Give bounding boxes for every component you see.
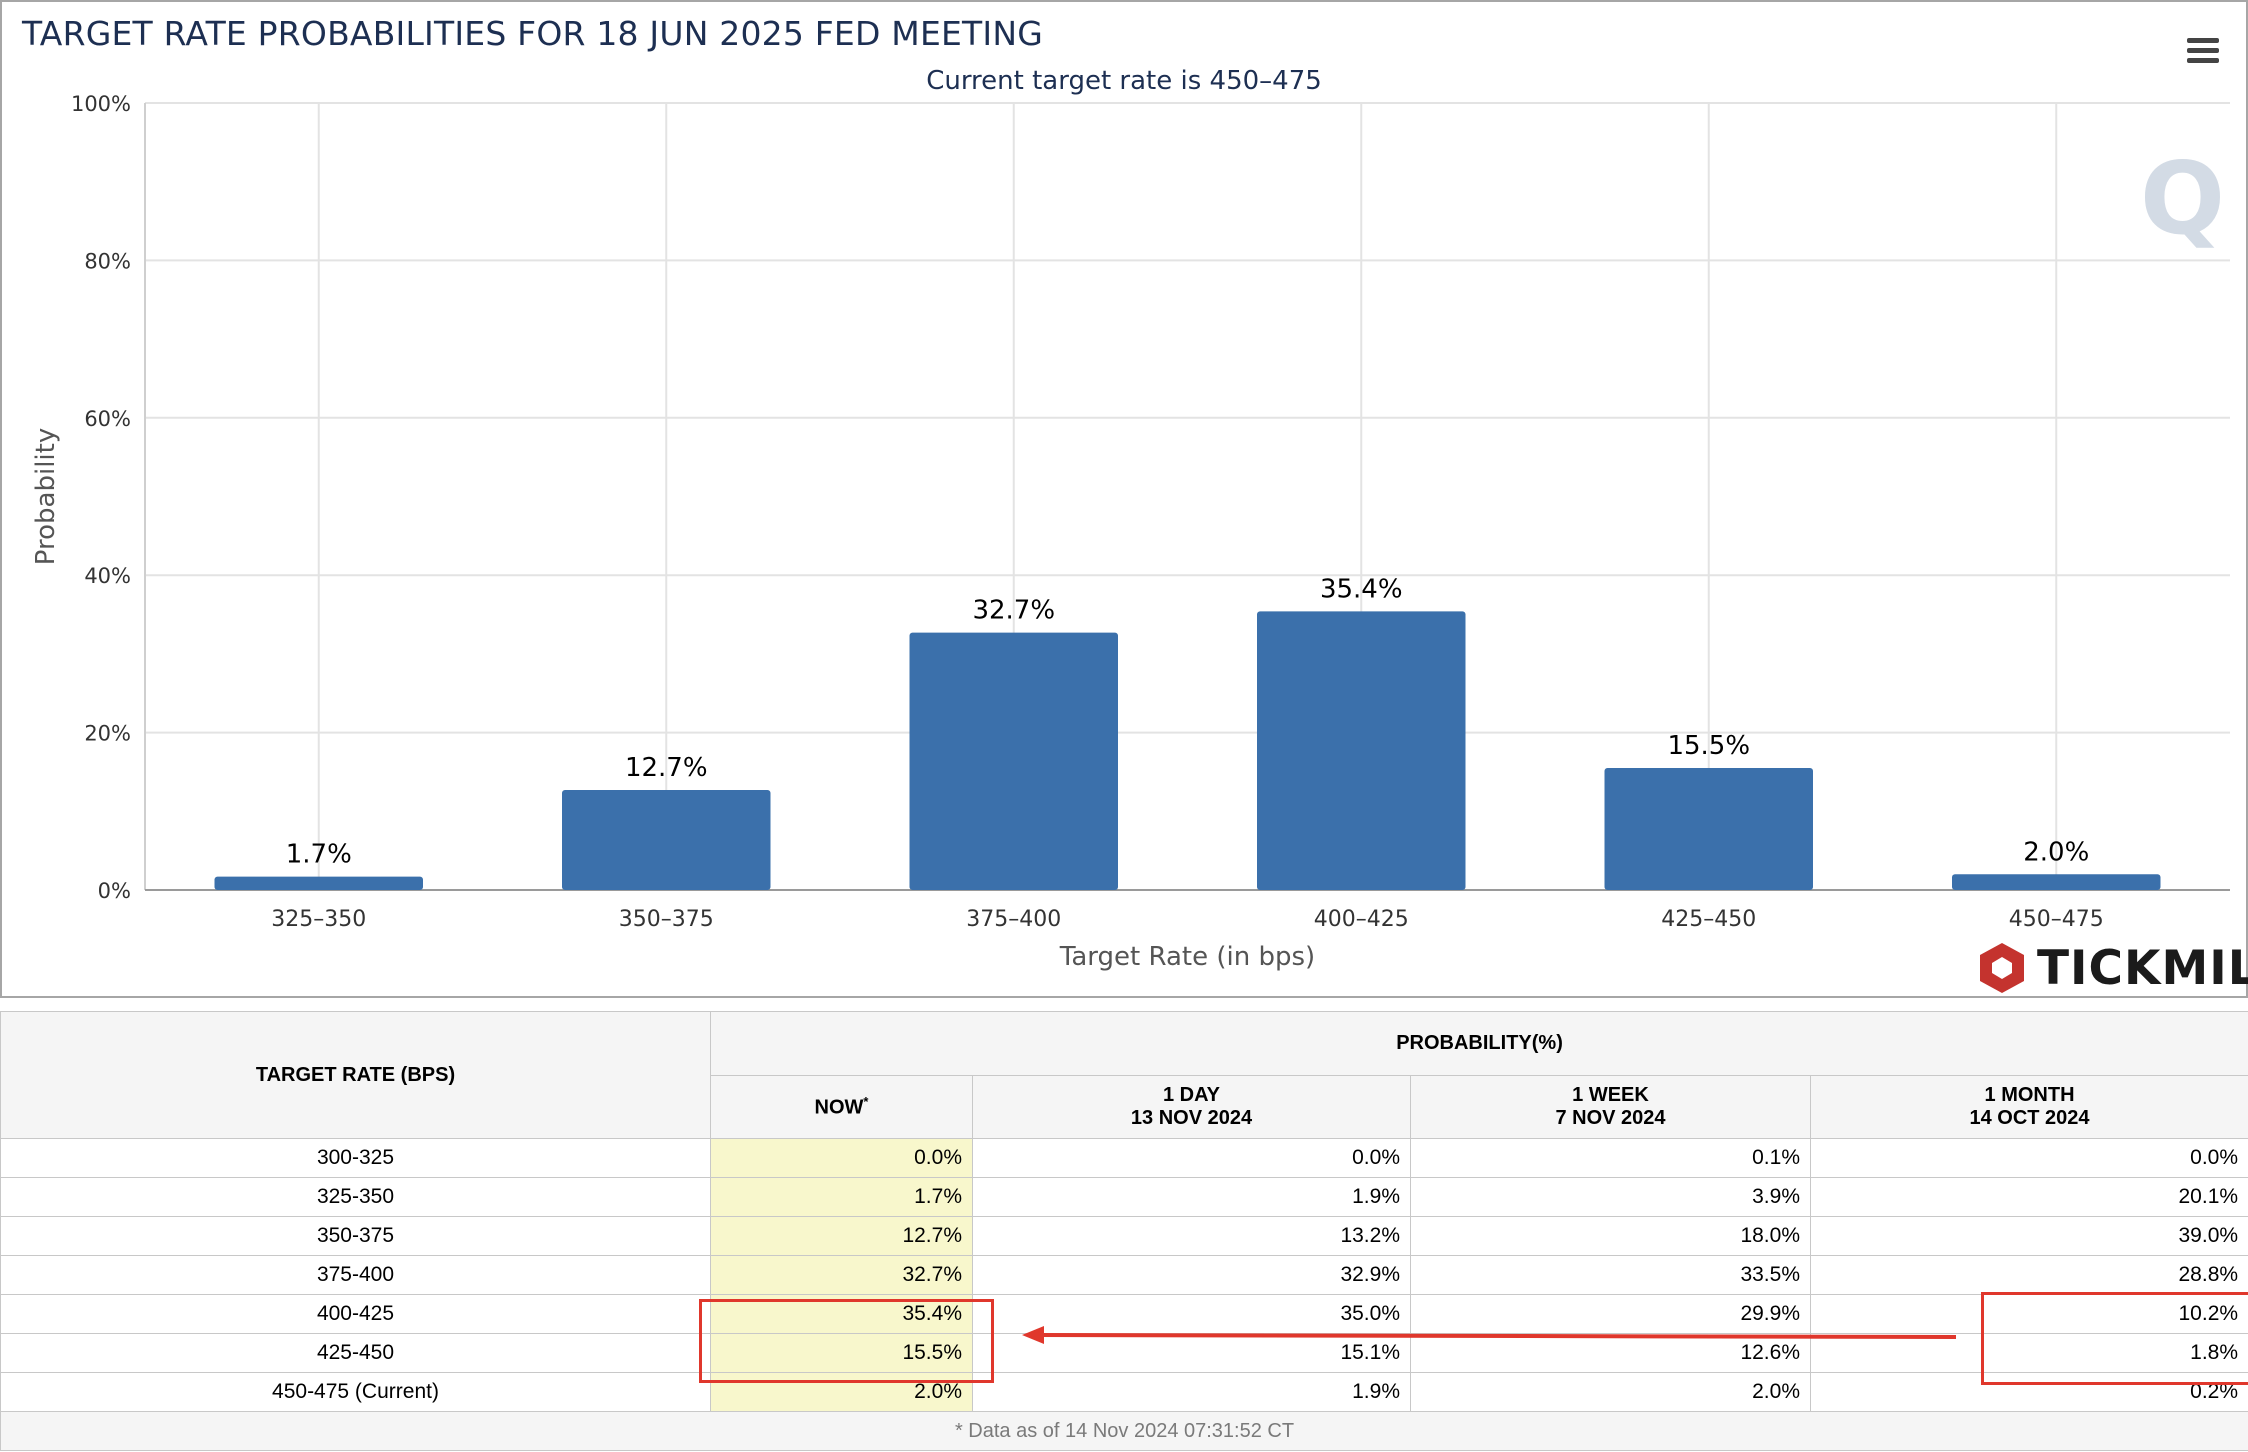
header-target-rate: TARGET RATE (BPS) bbox=[0, 1011, 711, 1139]
table-row: 300-325 0.0% 0.0% 0.1% 0.0% bbox=[0, 1138, 2248, 1178]
chart-title: TARGET RATE PROBABILITIES FOR 18 JUN 202… bbox=[22, 14, 1043, 53]
brand-name: TICKMILL bbox=[2037, 940, 2248, 996]
highlight-box-month bbox=[1981, 1292, 2248, 1385]
header-now: NOW* bbox=[710, 1075, 973, 1139]
table-row: 450-475 (Current) 2.0% 1.9% 2.0% 0.2% bbox=[0, 1372, 2248, 1412]
probability-table: TARGET RATE (BPS) PROBABILITY(%) NOW* 1 … bbox=[0, 1011, 2248, 1451]
rate-cell: 425-450 bbox=[0, 1333, 711, 1373]
data-label: 15.5% bbox=[1667, 731, 1750, 761]
bar bbox=[214, 876, 423, 890]
week-cell: 29.9% bbox=[1410, 1294, 1811, 1334]
week-cell: 18.0% bbox=[1410, 1216, 1811, 1256]
chart-panel: 0% 20% 40% 60% 80% 100% 1.7% 325–350 12.7% 350–37… bbox=[0, 0, 2248, 998]
y-tick-label: 20% bbox=[84, 722, 131, 746]
month-cell: 0.0% bbox=[1809, 1138, 2248, 1178]
header-1-week-label: 1 WEEK bbox=[1572, 1084, 1649, 1106]
rate-cell: 450-475 (Current) bbox=[0, 1372, 711, 1412]
table-row: 375-400 32.7% 32.9% 33.5% 28.8% bbox=[0, 1255, 2248, 1295]
day-cell: 13.2% bbox=[972, 1216, 1411, 1256]
rate-cell: 325-350 bbox=[0, 1177, 711, 1217]
now-cell: 15.5% bbox=[710, 1333, 973, 1373]
q-watermark-icon: Q bbox=[2140, 140, 2226, 257]
header-1-day-label: 1 DAY bbox=[1162, 1084, 1221, 1106]
header-1-month: 1 MONTH 14 OCT 2024 bbox=[1809, 1075, 2248, 1139]
table-row: 325-350 1.7% 1.9% 3.9% 20.1% bbox=[0, 1177, 2248, 1217]
header-probability: PROBABILITY(%) bbox=[709, 1011, 2248, 1076]
week-cell: 3.9% bbox=[1410, 1177, 1811, 1217]
x-tick-label: 400–425 bbox=[1314, 907, 1409, 932]
bar-chart: 0% 20% 40% 60% 80% 100% 1.7% 325–350 12.7% 350–37… bbox=[31, 92, 2230, 972]
now-cell: 12.7% bbox=[710, 1216, 973, 1256]
bar bbox=[1604, 768, 1813, 890]
x-tick-label: 350–375 bbox=[619, 907, 714, 932]
table-row: 350-375 12.7% 13.2% 18.0% 39.0% bbox=[0, 1216, 2248, 1256]
now-cell: 1.7% bbox=[710, 1177, 973, 1217]
header-1-month-date: 14 OCT 2024 bbox=[1969, 1107, 2090, 1129]
tickmill-logo: TICKMILL bbox=[1977, 940, 2248, 996]
week-cell: 33.5% bbox=[1410, 1255, 1811, 1295]
y-tick-label: 0% bbox=[98, 879, 131, 903]
month-cell: 39.0% bbox=[1809, 1216, 2248, 1256]
week-cell: 2.0% bbox=[1410, 1372, 1811, 1412]
rate-cell: 300-325 bbox=[0, 1138, 711, 1178]
header-1-week: 1 WEEK 7 NOV 2024 bbox=[1410, 1075, 1811, 1139]
month-cell: 10.2% bbox=[1809, 1294, 2248, 1334]
header-1-month-label: 1 MONTH bbox=[1984, 1084, 2075, 1106]
header-1-week-date: 7 NOV 2024 bbox=[1555, 1107, 1666, 1129]
week-cell: 12.6% bbox=[1410, 1333, 1811, 1373]
footnote-row: * Data as of 14 Nov 2024 07:31:52 CT bbox=[0, 1411, 2248, 1451]
day-cell: 35.0% bbox=[972, 1294, 1411, 1334]
y-tick-label: 40% bbox=[84, 564, 131, 588]
bar bbox=[1952, 874, 2161, 890]
day-cell: 15.1% bbox=[972, 1333, 1411, 1373]
x-tick-label: 325–350 bbox=[271, 907, 366, 932]
week-cell: 0.1% bbox=[1410, 1138, 1811, 1178]
rate-cell: 375-400 bbox=[0, 1255, 711, 1295]
now-cell: 0.0% bbox=[710, 1138, 973, 1178]
y-axis-title: Probability bbox=[31, 428, 61, 565]
now-cell: 2.0% bbox=[710, 1372, 973, 1412]
month-cell: 20.1% bbox=[1809, 1177, 2248, 1217]
header-now-marker: * bbox=[863, 1094, 869, 1110]
tickmill-hexagon-logo-icon bbox=[1980, 943, 2024, 993]
rate-cell: 350-375 bbox=[0, 1216, 711, 1256]
table-row: 425-450 15.5% 15.1% 12.6% 1.8% bbox=[0, 1333, 2248, 1373]
month-cell: 1.8% bbox=[1809, 1333, 2248, 1373]
day-cell: 1.9% bbox=[972, 1372, 1411, 1412]
x-tick-label: 375–400 bbox=[966, 907, 1061, 932]
bar bbox=[1257, 611, 1466, 890]
data-label: 35.4% bbox=[1320, 574, 1403, 604]
x-tick-label: 450–475 bbox=[2009, 907, 2104, 932]
data-label: 1.7% bbox=[286, 840, 352, 870]
chart-subtitle: Current target rate is 450–475 bbox=[926, 66, 1322, 96]
data-label: 2.0% bbox=[2023, 837, 2089, 867]
highlight-box-now bbox=[699, 1299, 994, 1383]
x-axis-title: Target Rate (in bps) bbox=[1059, 942, 1315, 972]
footnote: * Data as of 14 Nov 2024 07:31:52 CT bbox=[0, 1411, 2248, 1451]
y-tick-label: 100% bbox=[71, 92, 131, 116]
hamburger-menu-icon[interactable] bbox=[2187, 38, 2219, 64]
bar bbox=[562, 790, 771, 890]
now-cell: 32.7% bbox=[710, 1255, 973, 1295]
bar bbox=[909, 632, 1118, 890]
y-tick-label: 80% bbox=[84, 249, 131, 273]
table-row: 400-425 35.4% 35.0% 29.9% 10.2% bbox=[0, 1294, 2248, 1334]
month-cell: 28.8% bbox=[1809, 1255, 2248, 1295]
day-cell: 0.0% bbox=[972, 1138, 1411, 1178]
y-tick-label: 60% bbox=[84, 407, 131, 431]
header-1-day: 1 DAY 13 NOV 2024 bbox=[972, 1075, 1411, 1139]
x-tick-label: 425–450 bbox=[1661, 907, 1756, 932]
day-cell: 1.9% bbox=[972, 1177, 1411, 1217]
header-1-day-date: 13 NOV 2024 bbox=[1130, 1107, 1253, 1129]
header-now-label: NOW bbox=[814, 1096, 864, 1119]
day-cell: 32.9% bbox=[972, 1255, 1411, 1295]
data-label: 12.7% bbox=[625, 753, 708, 783]
data-label: 32.7% bbox=[972, 596, 1055, 626]
rate-cell: 400-425 bbox=[0, 1294, 711, 1334]
